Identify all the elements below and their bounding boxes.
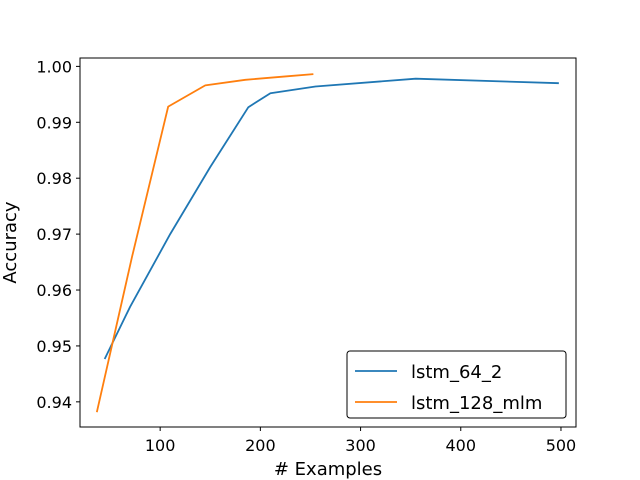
y-tick-label: 0.97	[36, 225, 72, 244]
x-axis-label: # Examples	[274, 459, 382, 480]
y-tick-label: 1.00	[36, 57, 72, 76]
series-layer	[95, 73, 559, 413]
x-axis: 100 200 300 400 500	[145, 427, 576, 455]
y-tick-label: 0.99	[36, 113, 72, 132]
legend-label-lstm-128-mlm: lstm_128_mlm	[411, 393, 542, 414]
legend-label-lstm-64-2: lstm_64_2	[411, 362, 502, 383]
x-tick-label: 400	[445, 436, 476, 455]
x-tick-label: 100	[145, 436, 176, 455]
x-tick-label: 200	[245, 436, 276, 455]
y-tick-label: 0.95	[36, 337, 72, 356]
legend: lstm_64_2 lstm_128_mlm	[346, 350, 567, 419]
y-tick-label: 0.96	[36, 281, 72, 300]
legend-box	[346, 350, 567, 419]
y-tick-label: 0.98	[36, 169, 72, 188]
series-line-lstm-128-mlm	[95, 73, 314, 413]
y-axis: 0.94 0.95 0.96 0.97 0.98 0.99 1.00	[36, 57, 80, 412]
y-axis-label: Accuracy	[0, 201, 21, 284]
x-tick-label: 300	[345, 436, 376, 455]
series-line-lstm-64-2	[103, 77, 559, 360]
y-tick-label: 0.94	[36, 393, 72, 412]
x-tick-label: 500	[546, 436, 577, 455]
plot-area-frame	[79, 57, 577, 428]
